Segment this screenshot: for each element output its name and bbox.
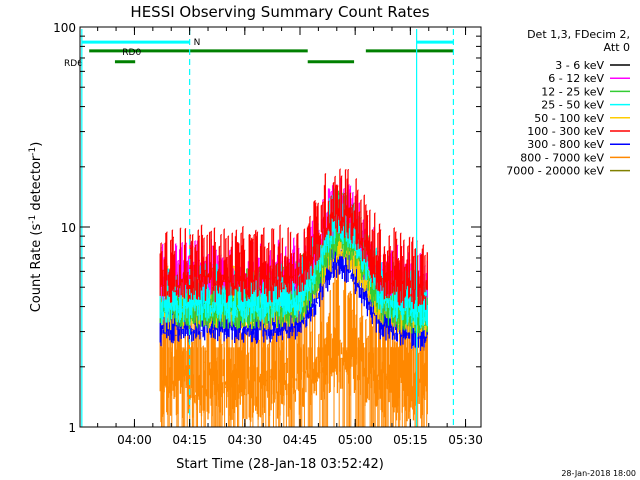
x-tick-label: 05:30 xyxy=(448,433,483,447)
flag-rd6-label: RD6 xyxy=(64,59,83,69)
series-800-7000-kev-dropout-path xyxy=(161,347,428,427)
flag-n-label: N xyxy=(194,38,201,48)
y-axis: 1 10 100 xyxy=(53,21,481,435)
data-layer xyxy=(159,168,428,427)
legend-label-100-300-kev: 100 - 300 keV xyxy=(527,125,604,138)
y-axis-title: Count Rate (s-1 detector-1) xyxy=(28,142,44,313)
legend-header-line1: Det 1,3, FDecim 2, xyxy=(527,28,630,41)
y-tick-label: 100 xyxy=(53,21,76,35)
flag-rd0-label: RD0 xyxy=(122,48,141,58)
y-axis-title-mid: detector xyxy=(29,155,44,215)
legend-label-7000-20000-kev: 7000 - 20000 keV xyxy=(506,165,604,178)
chart-title: HESSI Observing Summary Count Rates xyxy=(130,3,429,21)
y-tick-label: 10 xyxy=(61,221,76,235)
x-axis: 04:00 04:15 04:30 04:45 05:00 05:15 05:30 xyxy=(97,27,483,447)
legend-label-800-7000-kev: 800 - 7000 keV xyxy=(520,151,604,164)
legend-label-3-6-kev: 3 - 6 keV xyxy=(555,59,604,72)
legend-label-12-25-kev: 12 - 25 keV xyxy=(541,85,604,98)
x-axis-title: Start Time (28-Jan-18 03:52:42) xyxy=(176,457,384,472)
x-tick-label: 05:00 xyxy=(338,433,373,447)
legend-label-6-12-kev: 6 - 12 keV xyxy=(548,72,604,85)
legend-label-25-50-kev: 25 - 50 keV xyxy=(541,99,604,112)
y-axis-title-end: ) xyxy=(29,142,44,147)
x-tick-label: 04:45 xyxy=(283,433,318,447)
x-tick-label: 04:15 xyxy=(172,433,207,447)
x-tick-label: 05:15 xyxy=(393,433,428,447)
series-100-300-kev-line xyxy=(159,168,428,310)
series-100-300-kev xyxy=(159,168,428,310)
y-axis-title-main: Count Rate (s xyxy=(29,224,44,313)
y-axis-title-exp2: -1 xyxy=(28,147,38,156)
x-tick-label: 04:00 xyxy=(117,433,152,447)
x-tick-label: 04:30 xyxy=(228,433,263,447)
y-tick-label: 1 xyxy=(68,421,76,435)
flag-layer: N RD0 RD6 xyxy=(64,38,454,69)
legend-label-50-100-kev: 50 - 100 keV xyxy=(534,112,604,125)
series-800-7000-kev-dropouts xyxy=(161,347,428,427)
footer-stamp: 28-Jan-2018 18:00 xyxy=(561,469,636,478)
y-axis-title-exp1: -1 xyxy=(28,215,38,224)
legend-header-line2: Att 0 xyxy=(604,41,630,54)
marker-layer xyxy=(81,29,455,427)
legend-label-300-800-kev: 300 - 800 keV xyxy=(527,138,604,151)
